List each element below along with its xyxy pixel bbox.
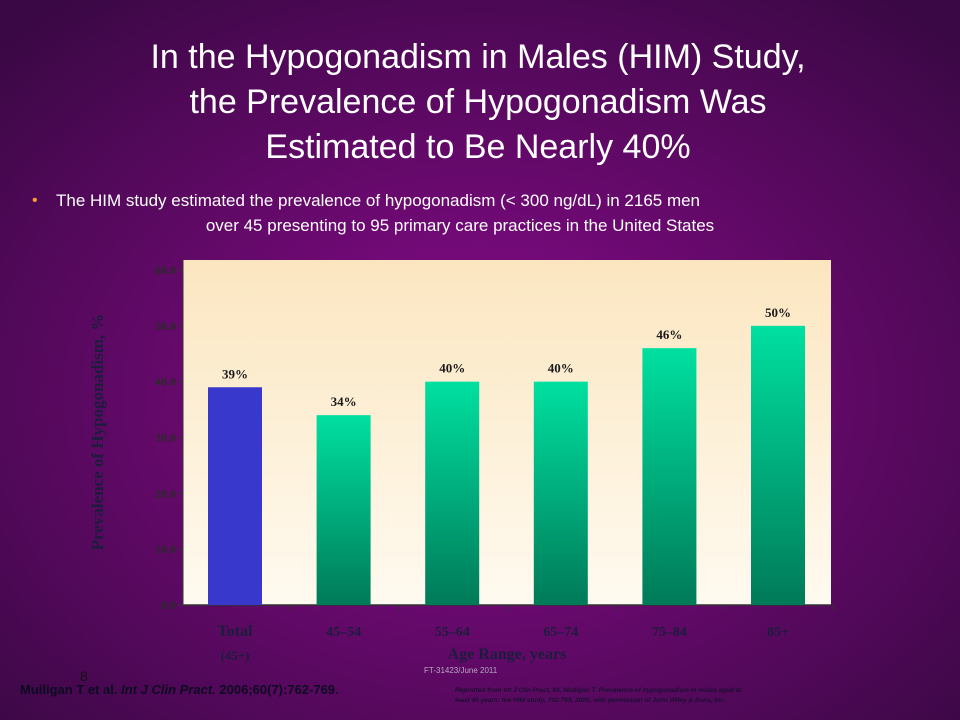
bar: [425, 381, 480, 605]
x-axis-title: Age Range, years: [448, 646, 567, 663]
x-tick-label: Total: [218, 623, 254, 640]
x-tick-label: 65–74: [543, 625, 578, 640]
data-label: 50%: [765, 305, 791, 320]
x-tick-label: 85+: [767, 625, 789, 640]
y-tick-label: 50.0: [155, 319, 176, 333]
x-tick-label: 45–54: [326, 625, 361, 640]
bar: [533, 381, 588, 605]
y-tick-label: 60.0: [155, 263, 176, 277]
data-label: 40%: [548, 361, 574, 376]
code: FT-31423/June 2011: [424, 666, 498, 675]
data-label: 40%: [439, 361, 465, 376]
reprint-line: Reprinted from Int J Clin Pract, 60, Mul…: [455, 687, 742, 694]
bullet-line: The HIM study estimated the prevalence o…: [56, 191, 700, 210]
data-label: 39%: [222, 366, 248, 381]
y-tick-label: 10.0: [155, 542, 176, 556]
citation-journal: Int J Clin Pract.: [121, 682, 216, 697]
bar: [316, 415, 371, 605]
bar: [751, 325, 805, 605]
y-tick-label: 30.0: [155, 431, 176, 445]
bar: [642, 348, 697, 605]
y-tick-label: 20.0: [155, 486, 176, 500]
x-tick-sublabel: (45+): [220, 648, 249, 663]
data-label: 34%: [331, 394, 357, 409]
reprint-line: least 45 years: the HIM study, 762-769, …: [455, 697, 726, 704]
y-axis-title: Prevalence of Hypogonadism, %: [88, 314, 107, 551]
title-line: In the Hypogonadism in Males (HIM) Study…: [150, 38, 805, 76]
plot-area: [183, 260, 831, 605]
citation-ref: 2006;60(7):762-769.: [219, 682, 338, 697]
x-tick-label: 55–64: [435, 625, 470, 640]
bullet-line: over 45 presenting to 95 primary care pr…: [206, 216, 714, 235]
bar: [208, 387, 262, 605]
x-tick-label: 75–84: [652, 625, 687, 640]
data-label: 46%: [656, 327, 682, 342]
y-tick-label: 0.0: [161, 598, 176, 612]
chart: 0.0 10.0 20.0 30.0 40.0 50.0 60.0 39% Total (45+)…: [88, 260, 835, 663]
citation: Mulligan T et al. Int J Clin Pract. 2006…: [20, 682, 339, 697]
page-number: 8: [80, 668, 88, 684]
title-line: Estimated to Be Nearly 40%: [265, 128, 690, 166]
bullet: •: [32, 192, 38, 209]
citation-authors: Mulligan T et al.: [20, 682, 118, 697]
title-line: the Prevalence of Hypogonadism Was: [189, 83, 766, 121]
y-tick-label: 40.0: [155, 375, 176, 389]
